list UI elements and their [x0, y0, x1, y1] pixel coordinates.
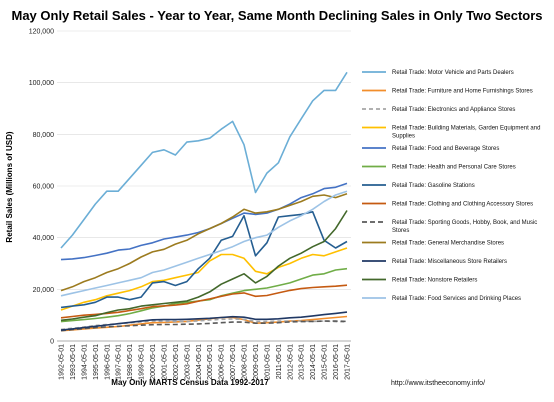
y-tick-label: 20,000 [33, 287, 55, 294]
series-line-7 [60, 211, 348, 309]
x-tick-label: 1995-05-01 [93, 344, 100, 380]
chart-title: May Only Retail Sales - Year to Year, Sa… [11, 8, 542, 23]
legend-entry-8: Retail Trade: Clothing and Clothing Acce… [392, 202, 533, 208]
x-tick-label: 2017-05-01 [345, 344, 352, 380]
gridlines [57, 30, 351, 342]
legend-entry-9: Retail Trade: Sporting Goods, Hobby, Boo… [392, 220, 537, 234]
series-lines [60, 71, 348, 332]
x-axis-title: May Only MARTS Census Data 1992-2017 [111, 378, 269, 387]
y-tick-label: 60,000 [33, 184, 55, 191]
x-tick-label: 2000-05-01 [150, 344, 157, 380]
y-tick-label: 40,000 [33, 235, 55, 242]
x-tick-label: 2013-05-01 [299, 344, 306, 380]
series-line-11 [60, 311, 348, 331]
x-tick-label: 2011-05-01 [276, 344, 283, 379]
x-tick-label: 2007-05-01 [230, 344, 237, 380]
x-tick-label: 2005-05-01 [207, 344, 214, 380]
x-tick-label: 2014-05-01 [310, 344, 317, 380]
x-tick-label: 2004-05-01 [196, 344, 203, 380]
legend-entry-6: Retail Trade: Health and Personal Care S… [392, 165, 516, 171]
series-line-13 [60, 190, 348, 297]
x-tick-label: 2003-05-01 [184, 344, 191, 380]
legend-entry-5: Retail Trade: Food and Beverage Stores [392, 146, 499, 152]
legend-entry-7: Retail Trade: Gasoline Stations [392, 183, 475, 189]
x-tick-label: 1999-05-01 [139, 344, 146, 380]
y-axis-title: Retail Sales (Millions of USD) [5, 131, 14, 242]
source-url: http://www.itstheeconomy.info/ [391, 380, 485, 387]
x-tick-label: 1998-05-01 [127, 344, 134, 380]
x-tick-label: 1996-05-01 [104, 344, 111, 380]
legend-entry-13: Retail Trade: Food Services and Drinking… [392, 296, 521, 302]
legend-entry-11: Retail Trade: Miscellaneous Store Retail… [392, 259, 507, 265]
x-axis-ticks: 1992-05-01 1993-05-01 1994-05-01 1995-05-01… [59, 344, 352, 380]
legend: Retail Trade: Motor Vehicle and Parts De… [362, 70, 540, 302]
x-tick-label: 2002-05-01 [173, 344, 180, 380]
x-tick-label: 2008-05-01 [242, 344, 249, 380]
series-line-12 [60, 210, 348, 322]
y-tick-label: 0 [50, 339, 54, 346]
x-tick-label: 2010-05-01 [264, 344, 271, 380]
x-tick-label: 1994-05-01 [81, 344, 88, 380]
y-axis-ticks: 0 20,000 40,000 60,000 80,000 100,000 120,000 [29, 29, 54, 346]
legend-entry-4: Retail Trade: Building Materials, Garden… [392, 126, 540, 140]
series-line-1 [60, 71, 348, 249]
x-tick-label: 1993-05-01 [70, 344, 77, 380]
legend-entry-1: Retail Trade: Motor Vehicle and Parts De… [392, 70, 514, 76]
x-tick-label: 2001-05-01 [161, 344, 168, 380]
x-tick-label: 2015-05-01 [322, 344, 329, 380]
series-line-3 [60, 318, 348, 331]
x-tick-label: 2009-05-01 [253, 344, 260, 380]
y-tick-label: 80,000 [33, 132, 55, 139]
legend-entry-10: Retail Trade: General Merchandise Stores [392, 241, 504, 247]
legend-entry-2: Retail Trade: Furniture and Home Furnish… [392, 89, 533, 95]
x-tick-label: 2006-05-01 [219, 344, 226, 380]
y-tick-label: 100,000 [29, 80, 54, 87]
x-tick-label: 2012-05-01 [287, 344, 294, 380]
legend-entry-3: Retail Trade: Electronics and Appliance … [392, 107, 515, 113]
series-line-4 [60, 247, 348, 311]
series-line-10 [60, 193, 348, 292]
y-tick-label: 120,000 [29, 29, 54, 36]
series-line-8 [60, 284, 348, 319]
x-tick-label: 1992-05-01 [59, 344, 66, 380]
x-tick-label: 2016-05-01 [333, 344, 340, 380]
legend-entry-12: Retail Trade: Nonstore Retailers [392, 278, 477, 284]
x-tick-label: 1997-05-01 [116, 344, 123, 380]
